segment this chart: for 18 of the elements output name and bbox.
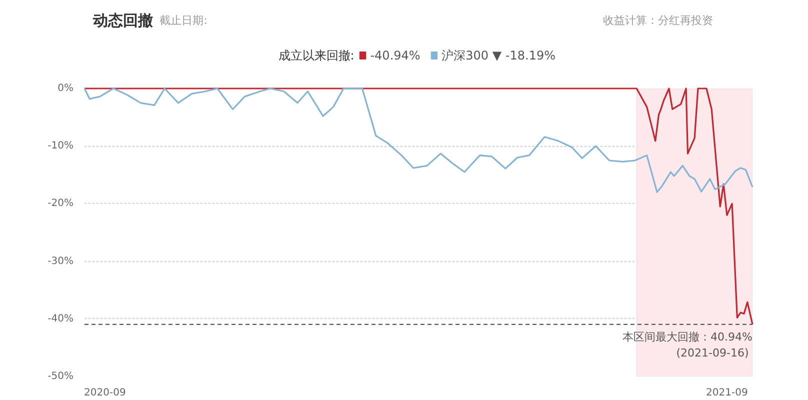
y-tick-label: -20% — [48, 198, 74, 210]
text: 收益计算：分红再投资 — [602, 14, 713, 27]
y-tick-label: -50% — [48, 371, 74, 382]
y-tick-label: -30% — [48, 256, 74, 267]
chart-title: 动态回撤 — [92, 12, 153, 30]
annotation: 本区间最大回撤：40.94% — [622, 330, 753, 344]
y-tick-label: 0% — [58, 83, 74, 94]
x-tick-label: 2020-09 — [84, 388, 126, 398]
legend-title: 成立以来回撤: — [278, 48, 354, 62]
legend-label: 沪深300 ▼ -18.19% — [442, 48, 556, 62]
line-series — [84, 88, 754, 326]
y-tick-label: -40% — [48, 313, 74, 324]
chart-subtitle: 截止日期: — [160, 14, 208, 27]
x-tick-label: 2021-09 — [706, 388, 748, 398]
line-series — [84, 88, 754, 193]
text: -40.94% — [370, 48, 420, 62]
y-tick-label: -10% — [48, 140, 74, 152]
annotation: (2021-09-16) — [676, 346, 749, 360]
